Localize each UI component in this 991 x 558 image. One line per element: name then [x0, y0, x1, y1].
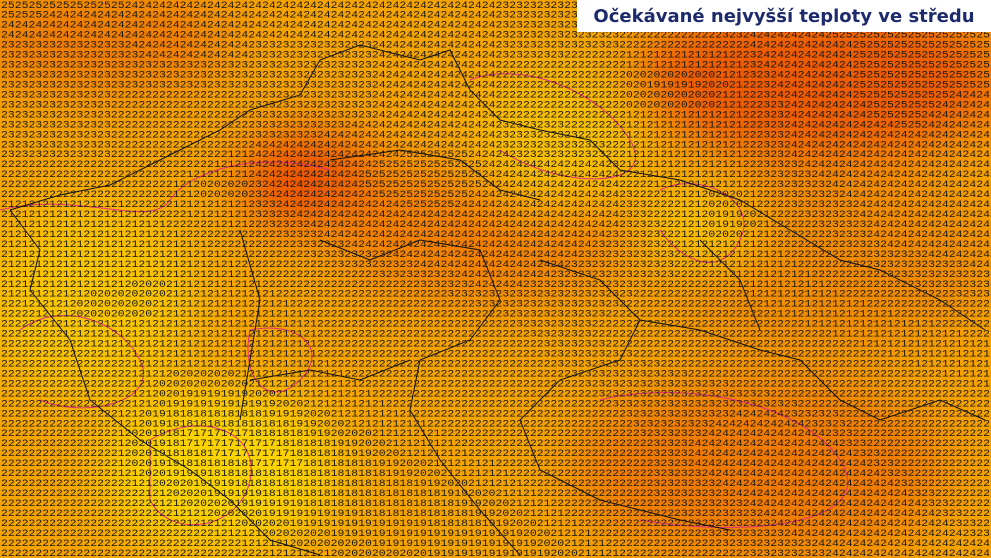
- value-row: 2323232323232323222222222222222222222323…: [1, 129, 990, 141]
- value-row: 2222222222222222222221212020201919191918…: [1, 488, 990, 500]
- title-background: [577, 0, 991, 32]
- value-row: 2222222222222222222222222221212121212424…: [1, 169, 990, 181]
- value-row: 2222222222222222222222222121202020202324…: [1, 179, 990, 191]
- value-row: 2323232323232323222222222222222222222323…: [1, 99, 990, 111]
- map-title: Očekávané nejvyšší teploty ve středu: [593, 6, 974, 27]
- value-row: 2323232323232323232424242424242424242323…: [1, 40, 990, 52]
- value-row: 2121212121212121212121212222222121212223…: [1, 219, 990, 231]
- value-row: 2424242424242424242424242424242424242424…: [1, 30, 990, 42]
- value-row: 2222222221212121212121212121212121212121…: [1, 329, 990, 341]
- value-row: 2222222222222222222121202020202020202121…: [1, 378, 990, 390]
- value-row: 2323232323232323222222222222222221212424…: [1, 149, 990, 161]
- value-row: 2121212121212121212121212121212222222222…: [1, 239, 990, 251]
- value-row: 2222222222222222212120191818181818181819…: [1, 408, 990, 420]
- value-row: 2222212121202020202020212121212121212121…: [1, 309, 990, 321]
- value-row: 2222222222222222222121212020202020212121…: [1, 368, 990, 380]
- value-row: 2323232323232323222222222222222222222323…: [1, 109, 990, 121]
- value-row: 2222222222222222222121201919191919191919…: [1, 398, 990, 410]
- value-row: 2222222222222222222121202020191919181818…: [1, 478, 990, 490]
- value-row: 2121212121212121212222222121212121212323…: [1, 199, 990, 211]
- value-row: 2121212121212121212121212121212121212222…: [1, 269, 990, 281]
- value-row: 2121212121212121212121212121212122222222…: [1, 249, 990, 261]
- value-row: 2222222222222222222222222222222222222221…: [1, 548, 990, 558]
- value-row: 2222222222222222212020191818181717171717…: [1, 448, 990, 460]
- value-row: 2222222222222121212121212121212121212121…: [1, 339, 990, 351]
- value-row: 2222222222222221212121212121212121212121…: [1, 349, 990, 361]
- value-row: 2222222222222222222222212120202020191919…: [1, 498, 990, 510]
- value-row: 2222222222222222222222222222222222212121…: [1, 538, 990, 550]
- isotherms: [0, 73, 849, 528]
- value-row: 2222222222222222222121202019191919192020…: [1, 388, 990, 400]
- title-box: Očekávané nejvyšší teploty ve středu: [577, 0, 991, 32]
- value-row: 2222222222222222222222222222222121212424…: [1, 159, 990, 171]
- value-row: 2323232323232323222222222222222222222323…: [1, 89, 990, 101]
- value-row: 2323232323232323232324242424242424242323…: [1, 50, 990, 62]
- value-row: 2121212121212121212121212122222222222222…: [1, 229, 990, 241]
- value-row: 2121212121212121212020202121212121212122…: [1, 279, 990, 291]
- value-row: 2221212121202020202020212121212121212121…: [1, 299, 990, 311]
- value-row: 2323232323232323232323232323232323232323…: [1, 70, 990, 82]
- value-row: 2121212121212121212121212121212121222222…: [1, 259, 990, 271]
- value-row: 2222222222222222222121212121212121212121…: [1, 358, 990, 370]
- value-row: 2222222222222222212120191818181818181818…: [1, 418, 990, 430]
- value-row: 2222222222222222222222222121202020202324…: [1, 189, 990, 201]
- value-row: 2222222222222222212020191817171717171818…: [1, 428, 990, 440]
- value-row: 2222222121212121212121212121212121212121…: [1, 319, 990, 331]
- value-row: 2222222222222222222222222121212020202019…: [1, 508, 990, 520]
- value-row: 2222222222222222222222222222222121212120…: [1, 528, 990, 540]
- value-row: 2222222222222222222222222221212121202020…: [1, 518, 990, 530]
- borders: [9, 44, 986, 556]
- value-row: 2222222222222222212120201919191818181818…: [1, 468, 990, 480]
- value-row: 2323232323232323232323232323232323232323…: [1, 79, 990, 91]
- value-row: 2121212121212020202020202121212121212121…: [1, 289, 990, 301]
- value-row: 2323232323232323232323232323232323232323…: [1, 60, 990, 72]
- value-row: 2121212121212121212122222221212121212323…: [1, 209, 990, 221]
- value-row: 2222222222222222212020191817171717171717…: [1, 438, 990, 450]
- value-row: 2525252525252525252424242424242424242424…: [1, 0, 990, 12]
- value-row: 2222222222222222212020191918181818181717…: [1, 458, 990, 470]
- value-row: 2323232323232323222222222222222222222424…: [1, 139, 990, 151]
- value-row: 2323232323232323222222222222222222222323…: [1, 119, 990, 131]
